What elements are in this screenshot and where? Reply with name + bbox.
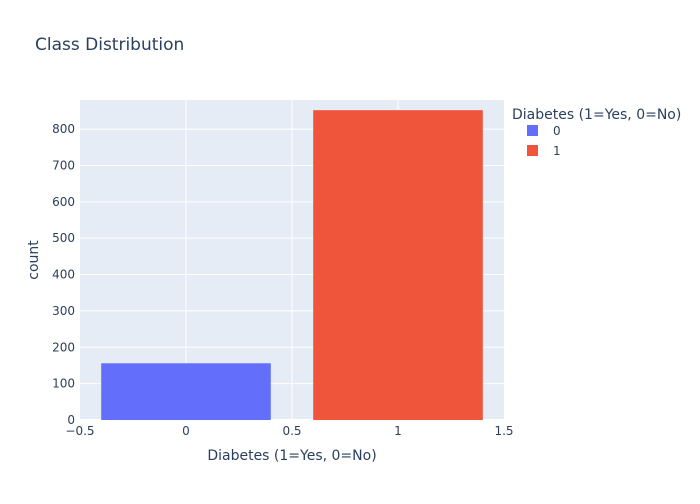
y-tick-label: 0 [67, 413, 75, 427]
bars [101, 110, 483, 420]
legend: Diabetes (1=Yes, 0=No) 01 [512, 107, 681, 158]
bar-0[interactable] [101, 363, 271, 420]
legend-title: Diabetes (1=Yes, 0=No) [512, 107, 681, 123]
bar-1[interactable] [313, 110, 483, 420]
x-axis-title: Diabetes (1=Yes, 0=No) [207, 448, 376, 464]
y-axis-ticks: 0 100 200 300 400 500 600 700 800 [52, 122, 75, 427]
y-axis-title: count [26, 240, 42, 280]
x-tick-label: 1 [394, 424, 402, 438]
y-tick-label: 700 [52, 158, 75, 172]
x-tick-label: −0.5 [65, 424, 94, 438]
y-tick-label: 100 [52, 377, 75, 391]
legend-label-0[interactable]: 0 [553, 124, 561, 138]
y-tick-label: 400 [52, 268, 75, 282]
y-tick-label: 600 [52, 195, 75, 209]
legend-swatch-1[interactable] [527, 145, 538, 156]
chart-title: Class Distribution [35, 35, 184, 55]
y-tick-label: 300 [52, 304, 75, 318]
legend-items: 01 [527, 124, 561, 158]
legend-swatch-0[interactable] [527, 125, 538, 136]
legend-label-1[interactable]: 1 [553, 144, 561, 158]
x-tick-label: 1.5 [494, 424, 513, 438]
y-tick-label: 800 [52, 122, 75, 136]
x-tick-label: 0 [182, 424, 190, 438]
y-tick-label: 500 [52, 231, 75, 245]
x-axis-ticks: −0.5 0 0.5 1 1.5 [65, 424, 513, 438]
x-tick-label: 0.5 [282, 424, 301, 438]
y-tick-label: 200 [52, 340, 75, 354]
